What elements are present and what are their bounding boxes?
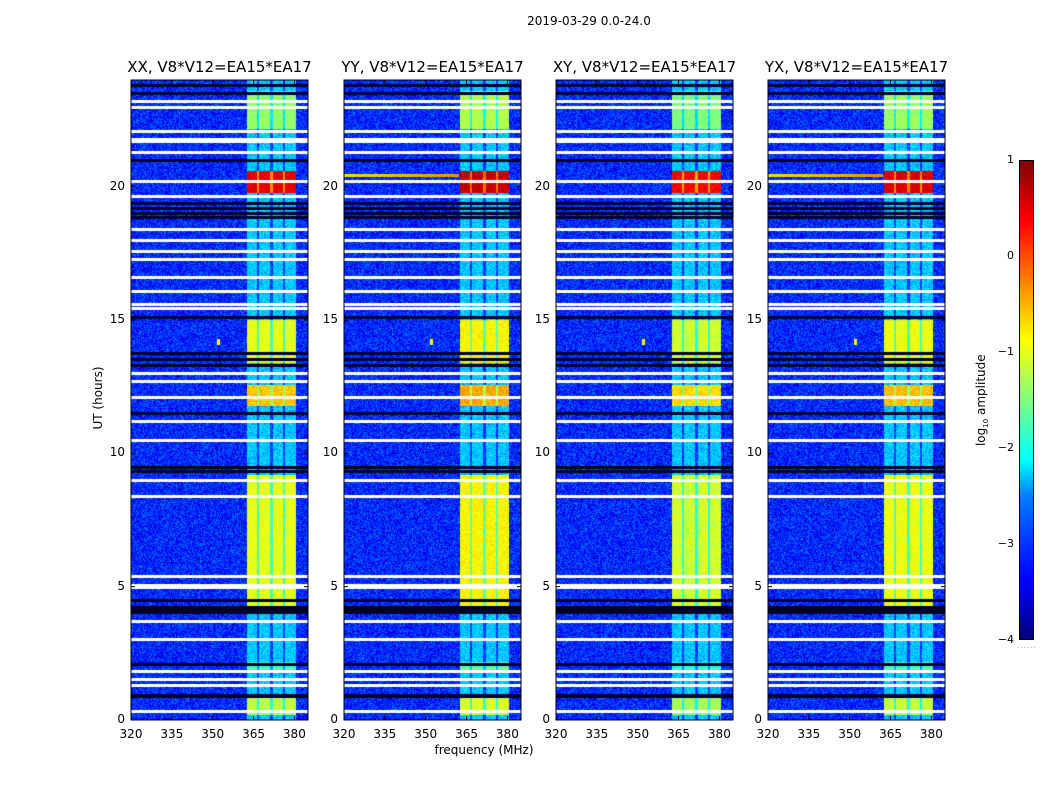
waterfall-panel-xx: XX, V8*V12=EA15*EA17 320 335 350 365 380 0 5 10 1… xyxy=(110,58,312,741)
x-tick-label: 320 xyxy=(544,727,568,741)
colorbar-tick-label: 0 xyxy=(1007,249,1014,262)
y-tick-label: 15 xyxy=(534,312,550,326)
y-tick-label: 0 xyxy=(542,712,550,726)
x-tick-label: 335 xyxy=(160,727,184,741)
x-tick-label: 365 xyxy=(879,727,902,741)
y-tick-label: 15 xyxy=(322,312,338,326)
panel-title: XY, V8*V12=EA15*EA17 xyxy=(552,58,737,76)
x-tick-label: 320 xyxy=(756,727,780,741)
y-tick-label: 0 xyxy=(754,712,762,726)
y-tick-label: 10 xyxy=(109,445,125,460)
y-tick-label: 10 xyxy=(746,445,762,460)
colorbar-tick-label: −1 xyxy=(997,345,1014,358)
y-tick-label: 15 xyxy=(746,312,762,326)
x-tick-label: 380 xyxy=(919,727,943,741)
x-tick-label: 365 xyxy=(455,727,478,741)
y-tick-label: 20 xyxy=(534,178,550,193)
heatmap-image xyxy=(556,80,733,720)
colorbar-label-sub: 10 xyxy=(982,418,991,428)
colorbar-tick-label: −4 xyxy=(997,633,1014,646)
x-tick-label: 350 xyxy=(838,727,862,741)
colorbar-label-rest: amplitude xyxy=(973,354,988,419)
figure-title: 2019-03-29 0.0-24.0 xyxy=(527,14,651,28)
y-tick-label: 5 xyxy=(330,578,338,593)
x-tick-label: 380 xyxy=(495,727,519,741)
heatmap-image xyxy=(768,80,945,720)
axes-border xyxy=(343,79,522,721)
axes-frame xyxy=(343,79,522,721)
y-tick-label: 5 xyxy=(542,578,550,593)
panel-title: XX, V8*V12=EA15*EA17 xyxy=(127,58,312,76)
x-tick-label: 350 xyxy=(414,727,438,741)
heatmap-image xyxy=(344,80,521,720)
y-tick-label: 10 xyxy=(534,445,550,460)
x-tick-label: 380 xyxy=(707,727,731,741)
y-axis-label: UT (hours) xyxy=(91,366,105,430)
axes-frame xyxy=(767,79,946,721)
y-tick-label: 20 xyxy=(322,178,338,193)
y-tick-label: 20 xyxy=(746,178,762,193)
axes-frame xyxy=(130,79,309,721)
colorbar-label: log10 amplitude xyxy=(974,340,990,460)
colorbar-label-main: log xyxy=(973,427,988,447)
x-tick-label: 320 xyxy=(332,727,356,741)
x-tick-label: 335 xyxy=(797,727,821,741)
panel-title: YY, V8*V12=EA15*EA17 xyxy=(341,58,524,76)
waterfall-panel-yy: YY, V8*V12=EA15*EA17 320 335 350 365 380 0 5 10 1… xyxy=(323,58,524,741)
waterfall-panel-xy: XY, V8*V12=EA15*EA17 320 335 350 365 380 0 5 10 1… xyxy=(535,58,736,741)
x-tick-label: 335 xyxy=(585,727,609,741)
x-tick-label: 380 xyxy=(282,727,306,741)
axes-border xyxy=(130,79,309,721)
colorbar-tick-label: 1 xyxy=(1007,153,1014,166)
x-tick-label: 320 xyxy=(119,727,143,741)
x-tick-label: 365 xyxy=(667,727,690,741)
axes-border xyxy=(555,79,734,721)
x-tick-label: 350 xyxy=(201,727,225,741)
y-tick-label: 20 xyxy=(109,178,125,193)
y-tick-label: 15 xyxy=(109,312,125,326)
axes-frame xyxy=(555,79,734,721)
colorbar-tick-label: −2 xyxy=(997,441,1014,454)
axes-border xyxy=(767,79,946,721)
y-tick-label: 5 xyxy=(117,578,125,593)
y-tick-label: 0 xyxy=(117,712,125,726)
heatmap-image xyxy=(131,80,308,720)
x-axis-label: frequency (MHz) xyxy=(434,743,534,757)
colorbar-extend-marker: ...... xyxy=(1017,642,1037,650)
y-tick-label: 0 xyxy=(330,712,338,726)
y-tick-label: 5 xyxy=(754,578,762,593)
colorbar xyxy=(1019,160,1034,640)
colorbar-tick-label: −3 xyxy=(997,537,1014,550)
x-tick-label: 350 xyxy=(626,727,650,741)
waterfall-panel-yx: YX, V8*V12=EA15*EA17 320 335 350 365 380 0 5 10 1… xyxy=(747,58,948,741)
panel-title: YX, V8*V12=EA15*EA17 xyxy=(764,58,949,76)
x-tick-label: 365 xyxy=(242,727,265,741)
y-tick-label: 10 xyxy=(322,445,338,460)
x-tick-label: 335 xyxy=(373,727,397,741)
